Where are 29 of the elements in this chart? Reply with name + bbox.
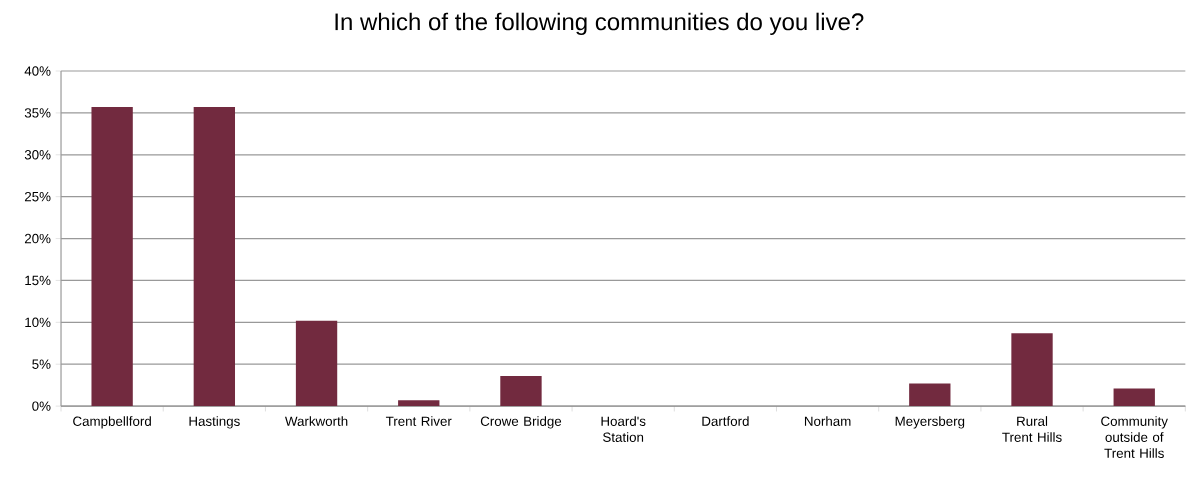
x-tick-label: Hastings xyxy=(189,416,240,429)
x-tick-label: Dartford xyxy=(702,416,749,426)
y-tick-label: 5% xyxy=(32,359,51,369)
y-tick-label: 40% xyxy=(24,66,51,76)
bar xyxy=(193,106,236,407)
bar xyxy=(500,375,542,407)
x-tick-label: Norham xyxy=(804,416,851,426)
y-tick-label: 20% xyxy=(24,233,51,244)
bar xyxy=(1011,333,1053,407)
chart-title: In which of the following communities do you live? xyxy=(335,12,864,36)
bar xyxy=(91,106,133,407)
x-tick-label: Rural Trent Hills xyxy=(1002,416,1062,442)
y-tick-label: 15% xyxy=(25,275,51,286)
y-tick-label: 10% xyxy=(25,317,51,327)
x-tick-label: Crowe Bridge xyxy=(480,416,562,429)
bar xyxy=(398,400,440,407)
x-tick-label: Campbellford xyxy=(73,416,151,429)
x-tick-label: Hoard's Station xyxy=(601,416,646,442)
bar xyxy=(295,320,338,407)
y-tick-label: 30% xyxy=(24,150,51,160)
bar xyxy=(909,383,951,407)
bar xyxy=(1113,388,1155,407)
x-tick-label: Meyersberg xyxy=(895,416,965,429)
x-tick-label: Community outside of Trent Hills xyxy=(1101,416,1168,458)
y-tick-label: 35% xyxy=(24,108,51,118)
y-tick-label: 25% xyxy=(24,191,51,202)
x-tick-label: Warkworth xyxy=(285,416,348,426)
y-tick-label: 0% xyxy=(32,401,51,411)
x-tick-label: Trent River xyxy=(385,416,452,426)
